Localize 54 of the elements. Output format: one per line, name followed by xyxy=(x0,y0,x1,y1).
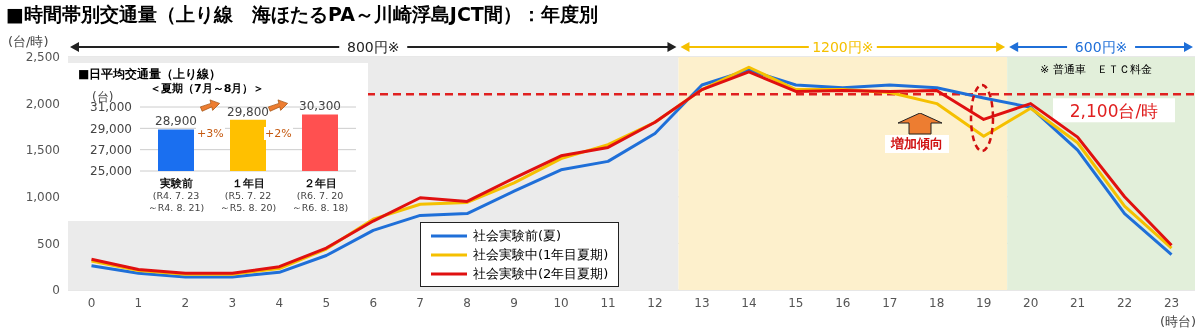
legend-label: 社会実験中(1年目夏期) xyxy=(473,246,609,264)
x-tick-label: 4 xyxy=(275,295,284,310)
ref-line-label: 2,100台/時 xyxy=(1069,101,1159,122)
x-tick-label: １年目 (R5. 7. 22 ～R5. 8. 20) xyxy=(219,177,277,213)
y-tick-label: 500 xyxy=(37,236,60,251)
x-tick-label: 11 xyxy=(600,295,616,310)
x-tick-label: 12 xyxy=(647,295,663,310)
data-label: 29,800 xyxy=(227,104,269,119)
y-tick-label: 2,500 xyxy=(25,50,60,65)
x-tick-label: 15 xyxy=(788,295,804,310)
x-tick-label: 20 xyxy=(1023,295,1039,310)
x-tick-label: 17 xyxy=(882,295,898,310)
x-tick-label: 19 xyxy=(976,295,992,310)
data-label: 30,300 xyxy=(299,99,341,114)
x-tick-label: 1 xyxy=(134,295,143,310)
legend-label: 社会実験中(2年目夏期) xyxy=(473,265,609,283)
y-tick-label: 25,000 xyxy=(90,164,132,179)
band-label: 1200円※ xyxy=(812,39,874,55)
y-tick-label: 1,500 xyxy=(25,143,60,158)
chart-title: ■日平均交通量（上り線） xyxy=(78,66,222,82)
annotation: +3% xyxy=(196,127,225,140)
x-tick-label: 9 xyxy=(510,295,518,310)
x-tick-label: ２年目 (R6. 7. 20 ～R6. 8. 18) xyxy=(291,177,349,213)
x-tick-label: 13 xyxy=(694,295,710,310)
y-tick-label: 29,000 xyxy=(90,121,132,136)
annotation: 増加傾向 xyxy=(885,135,949,153)
x-tick-label: 実験前 (R4. 7. 23 ～R4. 8. 21) xyxy=(147,177,205,213)
y-tick-label: 27,000 xyxy=(90,142,132,157)
x-tick-label: 21 xyxy=(1069,295,1086,310)
band-label: 600円※ xyxy=(1074,39,1128,55)
chart-title: ■時間帯別交通量（上り線 海ほたるPA～川崎浮島JCT間）：年度別 xyxy=(6,2,598,27)
y-tick-label: 1,000 xyxy=(25,190,60,205)
y-tick-label: 0 xyxy=(52,283,60,298)
x-tick-label: 8 xyxy=(463,295,471,310)
x-tick-label: 23 xyxy=(1163,295,1180,310)
y-tick-label: 2,000 xyxy=(25,96,60,111)
y-axis-title: (台/時) xyxy=(8,33,49,51)
x-tick-label: 3 xyxy=(228,295,237,310)
x-tick-label: 22 xyxy=(1116,295,1133,310)
x-axis-title: (時台) xyxy=(1160,313,1197,330)
band-label: 800円※ xyxy=(347,39,400,55)
x-tick-label: 5 xyxy=(322,295,331,310)
annotation: +2% xyxy=(264,127,293,140)
legend-label: 社会実験前(夏) xyxy=(473,227,562,245)
x-tick-label: 10 xyxy=(553,295,569,310)
x-tick-label: 6 xyxy=(369,295,378,310)
chart-subtitle: ＜夏期（7月～8月）＞ xyxy=(150,81,265,96)
x-tick-label: 14 xyxy=(741,295,757,310)
annotation: ※ 普通車 ＥＴＣ料金 xyxy=(1040,62,1152,77)
x-tick-label: 2 xyxy=(181,295,190,310)
x-tick-label: 18 xyxy=(929,295,945,310)
data-label: 28,900 xyxy=(155,114,197,129)
x-tick-label: 7 xyxy=(416,295,425,310)
x-tick-label: 16 xyxy=(835,295,851,310)
